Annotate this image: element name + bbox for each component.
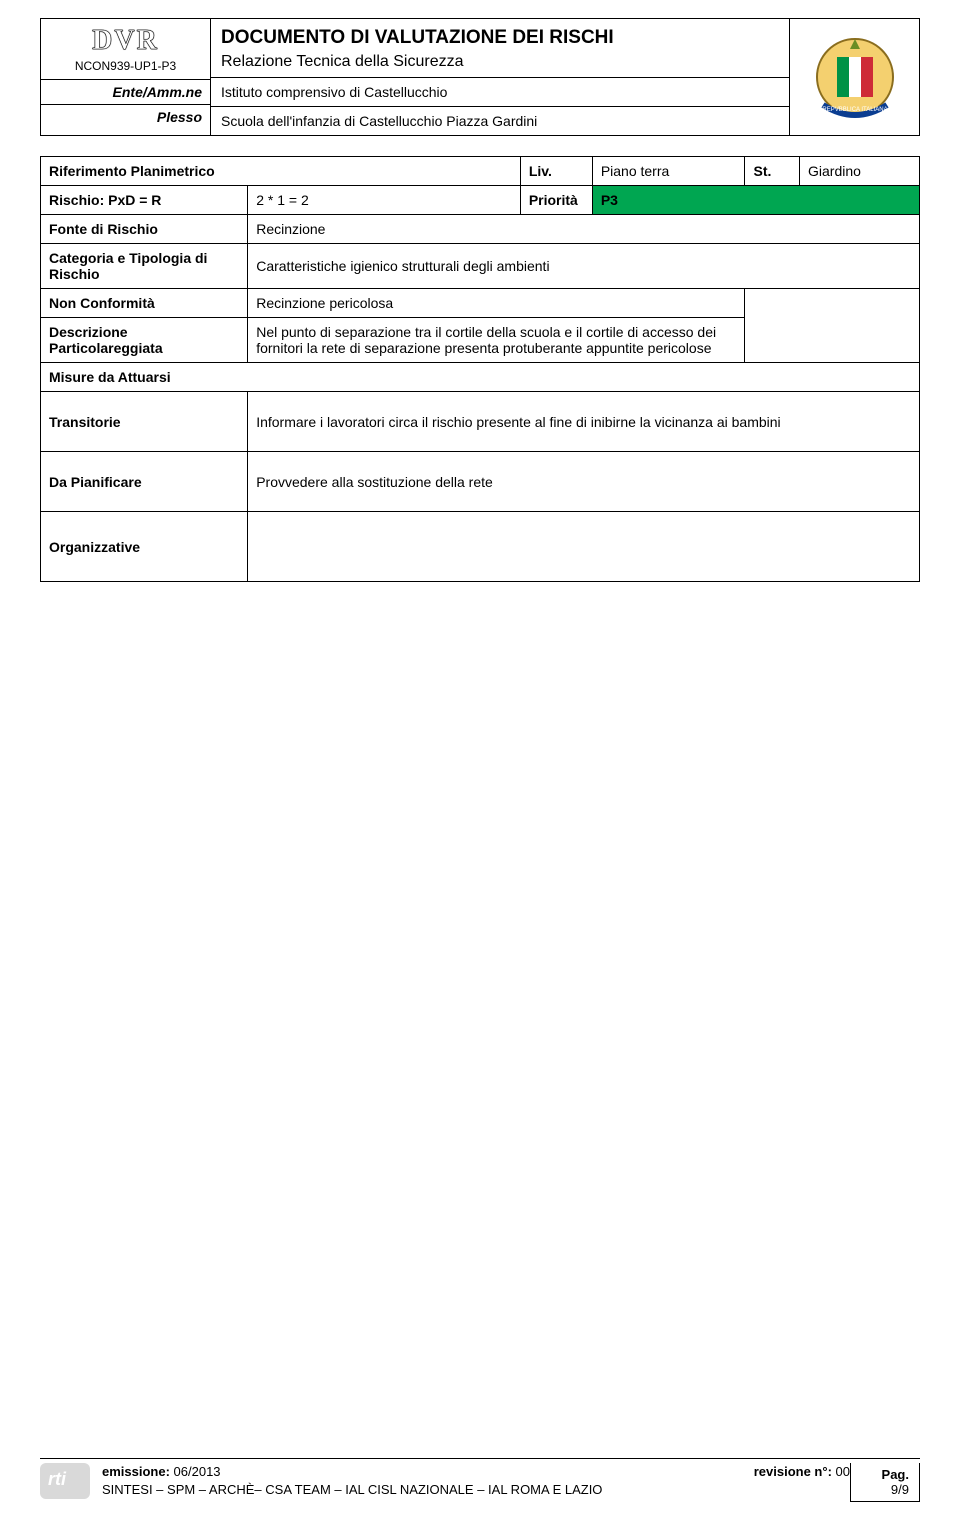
- revisione: revisione n°: 00: [754, 1463, 850, 1481]
- header-left-col: DVR NCON939-UP1-P3 Ente/Amm.ne Plesso: [41, 19, 211, 135]
- footer-line: emissione: 06/2013 revisione n°: 00 SINT…: [40, 1458, 920, 1502]
- nonconformita-row: Non Conformità Recinzione pericolosa: [41, 289, 920, 318]
- priorita-value: P3: [592, 186, 919, 215]
- plesso-value: Scuola dell'infanzia di Castellucchio Pi…: [211, 106, 789, 135]
- emissione-value: 06/2013: [174, 1464, 221, 1479]
- footer-text-block: emissione: 06/2013 revisione n°: 00 SINT…: [102, 1463, 850, 1499]
- photo-placeholder: [745, 289, 920, 363]
- misure-header: Misure da Attuarsi: [41, 363, 920, 392]
- descrizione-value: Nel punto di separazione tra il cortile …: [248, 318, 745, 363]
- transitorie-row: Transitorie Informare i lavoratori circa…: [41, 392, 920, 452]
- page: DVR NCON939-UP1-P3 Ente/Amm.ne Plesso DO…: [0, 0, 960, 1522]
- risk-table: Riferimento Planimetrico Liv. Piano terr…: [40, 156, 920, 582]
- rti-logo-icon: [40, 1463, 90, 1499]
- riferimento-row: Riferimento Planimetrico Liv. Piano terr…: [41, 157, 920, 186]
- plesso-label: Plesso: [41, 104, 210, 129]
- priorita-label: Priorità: [520, 186, 592, 215]
- nonconformita-value: Recinzione pericolosa: [248, 289, 745, 318]
- rischio-label: Rischio: PxD = R: [41, 186, 248, 215]
- ente-value: Istituto comprensivo di Castellucchio: [211, 77, 789, 106]
- pag-label: Pag.: [861, 1467, 909, 1482]
- revisione-label: revisione n°:: [754, 1464, 832, 1479]
- categoria-label: Categoria e Tipologia di Rischio: [41, 244, 248, 289]
- misure-header-row: Misure da Attuarsi: [41, 363, 920, 392]
- document-header: DVR NCON939-UP1-P3 Ente/Amm.ne Plesso DO…: [40, 18, 920, 136]
- organizzative-value: [248, 512, 920, 582]
- fonte-row: Fonte di Rischio Recinzione: [41, 215, 920, 244]
- liv-label: Liv.: [520, 157, 592, 186]
- document-code: NCON939-UP1-P3: [41, 59, 210, 79]
- organizzative-row: Organizzative: [41, 512, 920, 582]
- st-label: St.: [745, 157, 800, 186]
- ente-label: Ente/Amm.ne: [41, 79, 210, 104]
- emissione: emissione: 06/2013: [102, 1463, 221, 1481]
- categoria-value: Caratteristiche igienico strutturali deg…: [248, 244, 920, 289]
- pag-value: 9/9: [861, 1482, 909, 1497]
- liv-value: Piano terra: [592, 157, 745, 186]
- categoria-row: Categoria e Tipologia di Rischio Caratte…: [41, 244, 920, 289]
- rischio-row: Rischio: PxD = R 2 * 1 = 2 Priorità P3: [41, 186, 920, 215]
- fonte-value: Recinzione: [248, 215, 920, 244]
- footer-top-row: emissione: 06/2013 revisione n°: 00: [102, 1463, 850, 1481]
- svg-text:REPVBBLICA ITALIANA: REPVBBLICA ITALIANA: [822, 107, 887, 113]
- header-mid-col: DOCUMENTO DI VALUTAZIONE DEI RISCHI Rela…: [211, 19, 789, 135]
- emblem-cell: REPVBBLICA ITALIANA: [789, 19, 919, 135]
- document-subtitle: Relazione Tecnica della Sicurezza: [211, 51, 789, 77]
- pianificare-label: Da Pianificare: [41, 452, 248, 512]
- transitorie-value: Informare i lavoratori circa il rischio …: [248, 392, 920, 452]
- footer-orgs: SINTESI – SPM – ARCHÈ– CSA TEAM – IAL CI…: [102, 1481, 850, 1499]
- fonte-label: Fonte di Rischio: [41, 215, 248, 244]
- revisione-value: 00: [836, 1464, 850, 1479]
- pianificare-value: Provvedere alla sostituzione della rete: [248, 452, 920, 512]
- riferimento-label: Riferimento Planimetrico: [41, 157, 521, 186]
- page-footer: emissione: 06/2013 revisione n°: 00 SINT…: [40, 1458, 920, 1502]
- dvr-logo-text: DVR: [41, 19, 210, 59]
- descrizione-label: Descrizione Particolareggiata: [41, 318, 248, 363]
- st-value: Giardino: [800, 157, 920, 186]
- italian-emblem-icon: REPVBBLICA ITALIANA: [805, 27, 905, 127]
- transitorie-label: Transitorie: [41, 392, 248, 452]
- organizzative-label: Organizzative: [41, 512, 248, 582]
- pianificare-row: Da Pianificare Provvedere alla sostituzi…: [41, 452, 920, 512]
- emissione-label: emissione:: [102, 1464, 170, 1479]
- rischio-formula: 2 * 1 = 2: [248, 186, 521, 215]
- page-number-box: Pag. 9/9: [850, 1463, 920, 1502]
- document-title: DOCUMENTO DI VALUTAZIONE DEI RISCHI: [211, 19, 789, 51]
- nonconformita-label: Non Conformità: [41, 289, 248, 318]
